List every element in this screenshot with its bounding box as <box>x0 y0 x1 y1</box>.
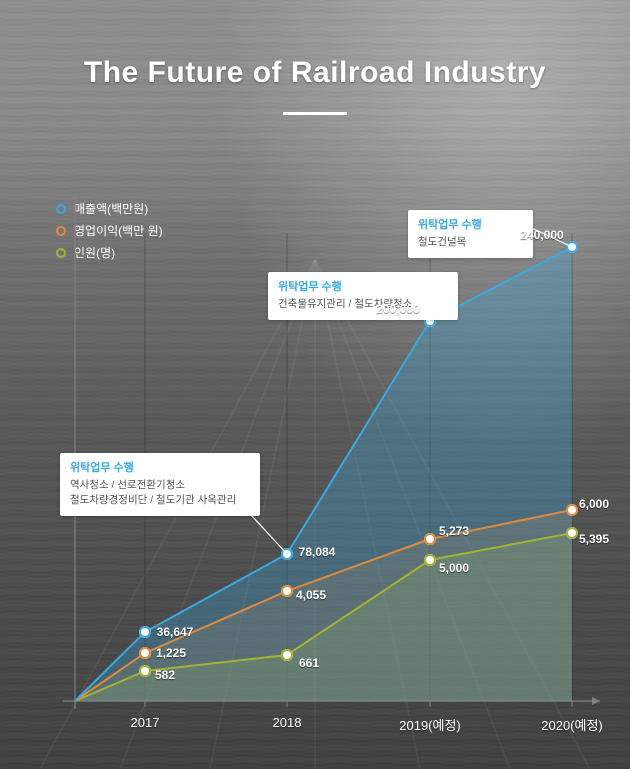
data-label-sales: 200,000 <box>376 302 419 316</box>
data-label-people: 661 <box>299 656 319 670</box>
x-axis-label: 2020(예정) <box>541 715 603 734</box>
growth-chart <box>0 0 630 769</box>
data-label-profit: 1,225 <box>156 646 186 660</box>
callout-2018: 위탁업무 수행 역사청소 / 선로전환기청소 철도차량경정비단 / 철도기관 사… <box>60 453 260 516</box>
callout-2018-body2: 철도차량경정비단 / 철도기관 사옥관리 <box>70 493 250 508</box>
callout-2019: 위탁업무 수행 건축물유지관리 / 철도차량청소 <box>268 272 458 320</box>
data-label-profit: 6,000 <box>579 497 609 511</box>
callout-2019-body1: 건축물유지관리 / 철도차량청소 <box>278 297 448 312</box>
callout-2020: 위탁업무 수행 철도건널목 <box>408 210 533 258</box>
callout-2018-body1: 역사청소 / 선로전환기청소 <box>70 478 250 493</box>
callout-2020-head: 위탁업무 수행 <box>418 218 523 233</box>
callout-2018-head: 위탁업무 수행 <box>70 461 250 476</box>
data-label-sales: 78,084 <box>299 545 336 559</box>
data-label-sales: 240,000 <box>520 228 563 242</box>
x-axis-label: 2017 <box>131 715 160 730</box>
data-label-people: 582 <box>155 668 175 682</box>
x-axis-label: 2018 <box>273 715 302 730</box>
data-label-people: 5,000 <box>439 561 469 575</box>
data-label-sales: 36,647 <box>157 625 194 639</box>
data-label-people: 5,395 <box>579 532 609 546</box>
callout-2019-head: 위탁업무 수행 <box>278 280 448 295</box>
x-axis-label: 2019(예정) <box>399 715 461 734</box>
data-label-profit: 4,055 <box>296 588 326 602</box>
callout-2020-body1: 철도건널목 <box>418 235 523 250</box>
data-label-profit: 5,273 <box>439 524 469 538</box>
